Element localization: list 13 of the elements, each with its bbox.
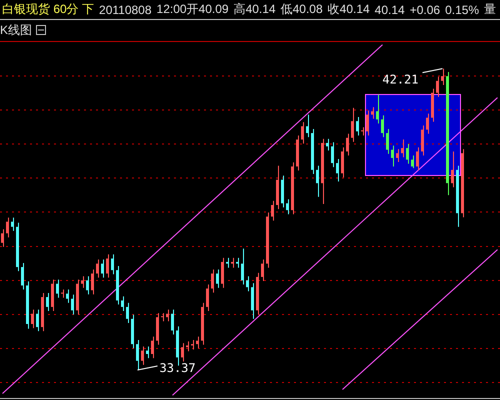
chart-title: 白银现货 60分 下 <box>2 1 94 18</box>
text: 20110808 <box>99 2 152 16</box>
text: 12:00开40.09 <box>156 1 229 18</box>
text: +0.06 <box>410 2 440 16</box>
text: 量 <box>484 1 496 18</box>
text: 高40.14 <box>234 1 276 18</box>
annotation: 33.37 <box>160 361 196 376</box>
annotation: 42.21 <box>382 72 418 87</box>
text: 收40.14 <box>328 1 370 18</box>
text: 40.14 <box>374 2 405 16</box>
text: 0.15% <box>445 2 480 16</box>
text: 低40.08 <box>280 1 323 18</box>
chart-subtitle: K线图 <box>0 22 32 38</box>
